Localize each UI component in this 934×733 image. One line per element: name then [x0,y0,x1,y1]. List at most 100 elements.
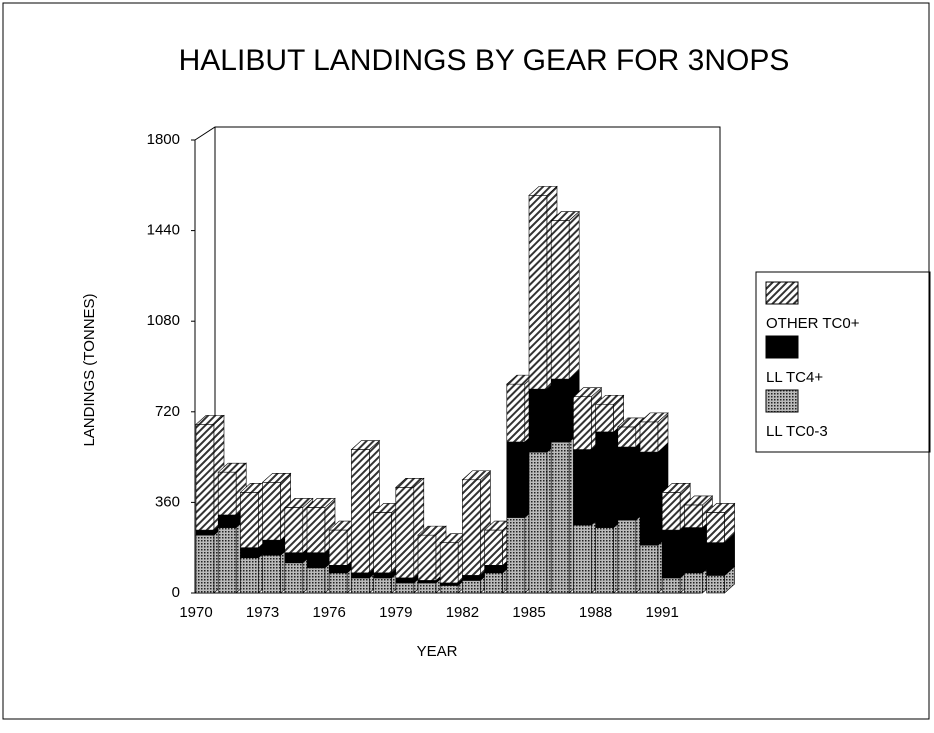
bar-segment [217,514,237,528]
bar-segment [195,529,215,536]
bar-segment [595,403,614,433]
x-tick-label: 1979 [379,604,412,621]
bar-segment [550,441,570,594]
bar-segment [639,451,659,546]
bar-segment [351,572,370,579]
bar-segment [284,562,304,594]
bar-segment [661,492,681,531]
bar-segment [240,492,259,549]
x-tick-label: 1973 [246,604,279,621]
bar-top [705,503,736,513]
bar-segment [373,512,392,574]
bar-top [661,483,691,493]
bar-segment [328,572,348,594]
bar-segment [595,431,614,528]
bar-segment [639,544,659,594]
bar-segment [506,517,526,594]
bar-segment [195,424,215,531]
bar-segment [484,572,503,594]
bar-segment [661,577,681,594]
bar-top [395,477,425,488]
bar-segment [639,421,659,453]
bar-top [217,462,247,473]
bar-segment [617,426,637,448]
bar-segment [328,565,348,574]
bar-segment [417,534,437,581]
bar-segment [395,577,415,584]
bar-segment [439,582,459,586]
bar-segment [262,481,281,541]
bar-segment [706,575,725,594]
y-tick-label: 720 [155,403,180,420]
y-tick-label: 360 [155,493,180,510]
bar-segment [284,552,304,564]
legend-label: LL TC0-3 [766,423,828,440]
bar-segment [528,195,548,390]
chart-title: HALIBUT LANDINGS BY GEAR FOR 3NOPS [179,44,790,77]
bar-segment [373,572,392,579]
bar-segment [462,575,481,581]
bar-top [528,186,558,196]
bar-segment [617,519,637,594]
bar-segment [262,554,281,594]
bar-segment [684,572,703,594]
bar-top [306,498,336,508]
bar-segment [417,582,437,594]
bar-segment [573,449,592,526]
bar-segment [506,441,526,518]
bar-top [261,472,292,483]
bar-segment [706,542,725,576]
bar-top [284,498,314,508]
bar-top [683,495,714,506]
bar-top [639,412,669,423]
bar-segment [306,567,326,594]
legend-swatch [765,335,799,359]
bar-segment [351,449,370,574]
x-tick-label: 1970 [179,604,212,621]
y-tick-label: 1800 [147,131,180,148]
y-tick-label: 0 [172,584,180,601]
bar-segment [595,527,614,594]
bar-segment [306,552,326,569]
bar-segment [439,585,459,594]
bar-segment [484,565,503,574]
x-tick-label: 1988 [579,604,612,621]
bar-segment [439,542,459,584]
bar-segment [328,529,348,566]
bar-top [594,394,625,405]
bar-top [550,211,580,221]
bar-segment [573,524,592,594]
bar-segment [528,451,548,594]
bar-segment [684,527,703,574]
x-axis-label: YEAR [417,643,458,660]
bar-segment [462,479,481,576]
bar-top [461,470,492,481]
bar-segment [462,580,481,594]
bar-segment [706,512,725,543]
bar-segment [306,507,326,554]
y-axis-label: LANDINGS (TONNES) [81,293,98,446]
bar-segment [573,396,592,450]
bar-top [572,387,603,398]
x-tick-label: 1985 [512,604,545,621]
bar-top [195,415,225,425]
bar-segment [395,582,415,594]
bar-segment [240,557,259,594]
page-frame [2,2,930,720]
x-tick-label: 1982 [446,604,479,621]
y-tick-label: 1080 [147,312,180,329]
bar-segment [661,529,681,579]
bar-segment [550,378,570,443]
legend-label: OTHER TC0+ [766,315,860,332]
bar-segment [351,577,370,594]
bar-side [568,210,580,380]
bar-segment [417,580,437,584]
bar-segment [240,547,259,559]
legend-swatch [765,281,799,305]
y-tick-label: 1440 [147,222,180,239]
legend-swatch [765,389,799,413]
bar-segment [262,539,281,556]
bar-segment [506,383,526,443]
legend-box [755,271,931,453]
